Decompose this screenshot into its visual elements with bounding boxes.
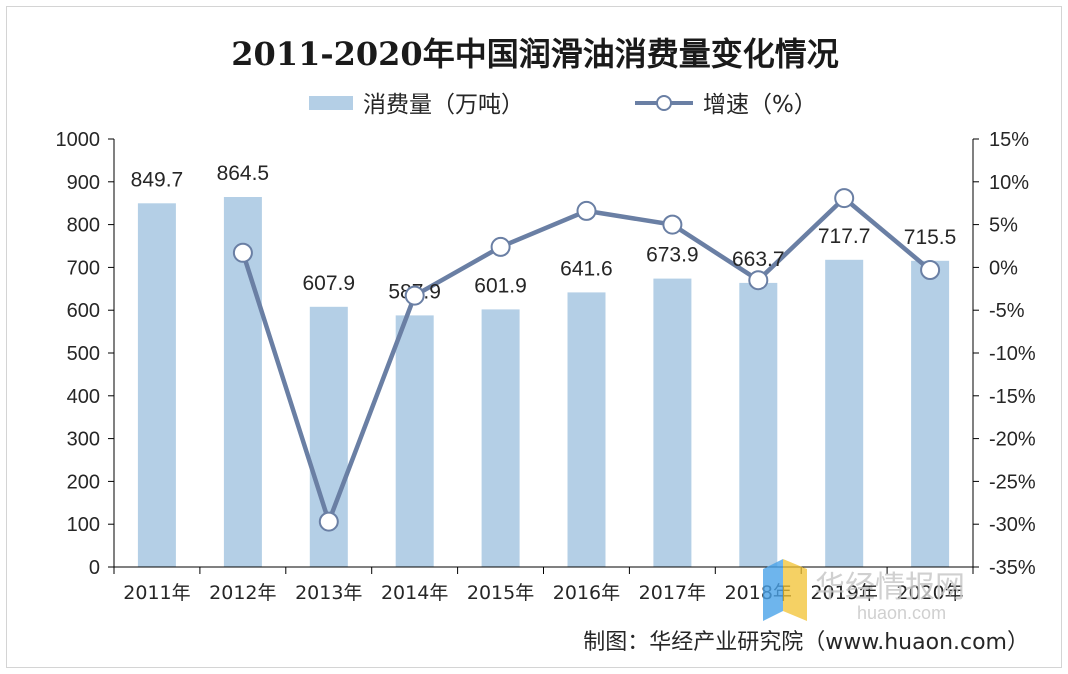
bar (911, 260, 950, 567)
x-tick-label: 2020年 (896, 582, 963, 604)
bar-data-label: 673.9 (646, 244, 699, 267)
bar (739, 282, 778, 567)
x-tick-label: 2013年 (295, 582, 362, 604)
chart-title: 2011-2020年中国润滑油消费量变化情况 (231, 35, 838, 73)
left-tick-label: 400 (67, 386, 100, 408)
bar (481, 309, 520, 567)
bar-data-label: 607.9 (302, 272, 355, 295)
watermark-text: 华经情报网 (815, 570, 965, 605)
bar (137, 203, 176, 568)
growth-point (232, 242, 253, 263)
right-tick-label: -20% (989, 429, 1036, 451)
growth-point (834, 188, 855, 209)
left-tick-label: 500 (67, 343, 100, 365)
growth-point (748, 270, 769, 291)
chart-frame: 2011-2020年中国润滑油消费量变化情况 消费量（万吨） 增速（%） 0 10… (6, 6, 1062, 668)
bar (567, 292, 606, 567)
left-tick-label: 800 (67, 215, 100, 237)
legend-line-marker (656, 95, 672, 111)
right-tick-label: 0% (989, 257, 1018, 279)
x-tick-label: 2015年 (467, 582, 534, 604)
bar (825, 259, 864, 567)
left-tick-label: 300 (67, 429, 100, 451)
right-tick-label: -25% (989, 471, 1036, 493)
right-tick-label: -35% (989, 557, 1036, 579)
legend-line-label: 增速（%） (703, 92, 817, 118)
left-tick-label: 1000 (56, 129, 101, 151)
growth-point (318, 511, 339, 532)
left-tick-label: 600 (67, 300, 100, 322)
bars-layer (137, 197, 950, 568)
bar-data-label: 849.7 (131, 168, 184, 191)
watermark-logo-icon (763, 559, 807, 621)
bar (395, 315, 434, 567)
watermark: 华经情报网 huaon.com (763, 559, 965, 623)
legend: 消费量（万吨） 增速（%） (309, 92, 817, 118)
growth-point (404, 285, 425, 306)
left-tick-label: 900 (67, 172, 100, 194)
left-tick-label: 700 (67, 257, 100, 279)
right-tick-label: 10% (989, 172, 1029, 194)
bar-data-label: 717.7 (818, 225, 871, 248)
x-tick-label: 2011年 (123, 582, 190, 604)
bar-data-label: 715.5 (904, 226, 957, 249)
chart-svg: 2011-2020年中国润滑油消费量变化情况 消费量（万吨） 增速（%） 0 10… (56, 35, 1036, 655)
watermark-sub: huaon.com (857, 603, 946, 623)
x-tick-label: 2019年 (810, 582, 877, 604)
growth-point (490, 236, 511, 257)
growth-point (920, 260, 941, 280)
legend-bar-label: 消费量（万吨） (363, 92, 524, 118)
x-tick-label: 2016年 (553, 582, 620, 604)
bar-data-label: 663.7 (732, 248, 785, 271)
source-credit: 制图：华经产业研究院（www.huaon.com） (583, 630, 1029, 655)
right-tick-label: 5% (989, 215, 1018, 237)
right-tick-label: -30% (989, 514, 1036, 536)
x-tick-label: 2017年 (639, 582, 706, 604)
right-tick-label: -10% (989, 343, 1036, 365)
axes-layer: 0 100 200 300 400 500 600 700 800 900 1000 -35% -30%… (56, 129, 1036, 604)
growth-point (662, 214, 683, 235)
x-tick-label: 2014年 (381, 582, 448, 604)
bar-data-label: 864.5 (217, 162, 270, 185)
left-tick-label: 200 (67, 471, 100, 493)
right-tick-label: -5% (989, 300, 1025, 322)
left-tick-label: 0 (89, 557, 100, 579)
x-tick-label: 2012年 (209, 582, 276, 604)
bar (653, 278, 692, 567)
bar-data-label: 601.9 (474, 274, 527, 297)
right-tick-label: 15% (989, 129, 1029, 151)
left-tick-label: 100 (67, 514, 100, 536)
labels-layer: 849.7864.5607.9587.9601.9641.6673.9663.7… (131, 162, 957, 532)
legend-bar-swatch (309, 96, 353, 110)
right-tick-label: -15% (989, 386, 1036, 408)
bar-data-label: 641.6 (560, 257, 613, 280)
growth-point (576, 200, 597, 221)
